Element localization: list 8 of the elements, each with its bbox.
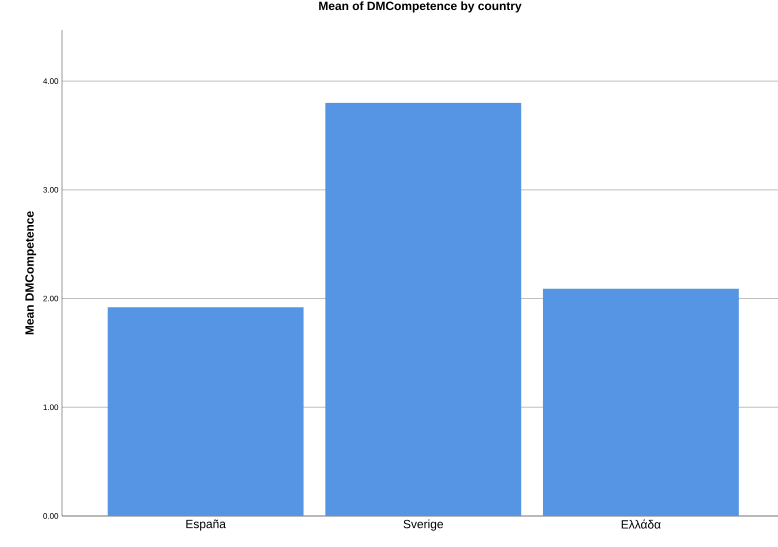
chart-title: Mean of DMCompetence by country: [319, 1, 522, 12]
x-tick-label: Sverige: [404, 520, 443, 531]
y-axis-title: Mean DMCompetence: [25, 211, 36, 334]
x-tick-label: España: [186, 520, 226, 531]
bar: [542, 288, 739, 516]
bar: [325, 102, 522, 516]
x-tick-label: Ελλάδα: [622, 520, 661, 529]
bar: [108, 307, 304, 516]
